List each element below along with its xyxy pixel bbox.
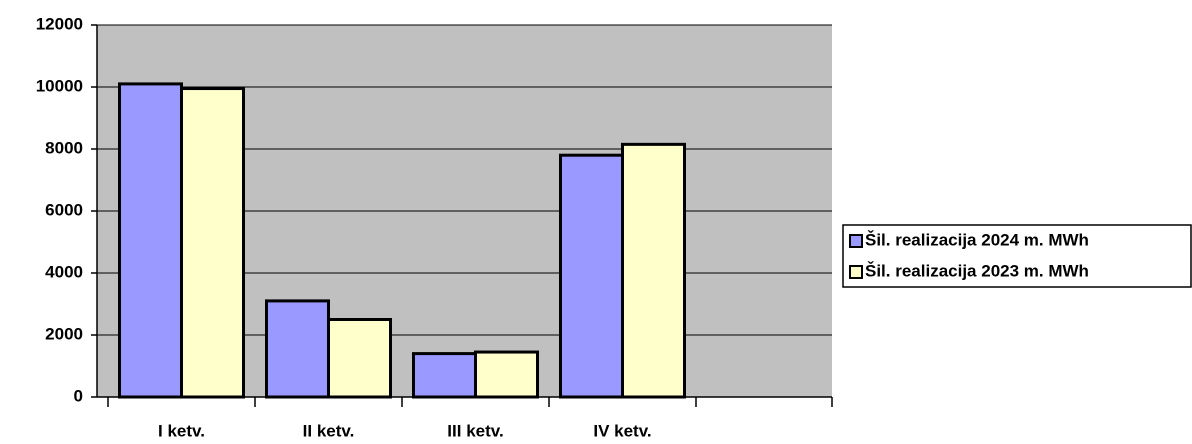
y-tick-label: 0 — [74, 386, 83, 405]
y-tick-label: 12000 — [36, 14, 83, 33]
bar — [327, 318, 392, 399]
bar — [265, 299, 330, 399]
y-tick-label: 6000 — [45, 200, 83, 219]
x-tick-label: II ketv. — [303, 421, 355, 440]
y-tick-label: 10000 — [36, 76, 83, 95]
bar — [474, 350, 539, 399]
bar — [621, 142, 686, 399]
legend — [842, 224, 1192, 288]
legend-label: Šil. realizacija 2023 m. MWh — [865, 261, 1089, 280]
bar — [118, 82, 183, 399]
legend-label: Šil. realizacija 2024 m. MWh — [865, 230, 1089, 249]
legend-box — [842, 224, 1192, 288]
bar — [412, 352, 477, 399]
bar — [559, 153, 624, 399]
legend-swatch — [849, 234, 863, 248]
y-tick-label: 2000 — [45, 324, 83, 343]
legend-swatch — [849, 265, 863, 279]
x-tick-label: III ketv. — [447, 421, 503, 440]
bar — [180, 87, 245, 399]
x-tick-label: I ketv. — [158, 421, 205, 440]
x-tick-label: IV ketv. — [593, 421, 651, 440]
y-tick-label: 8000 — [45, 138, 83, 157]
y-tick-label: 4000 — [45, 262, 83, 281]
